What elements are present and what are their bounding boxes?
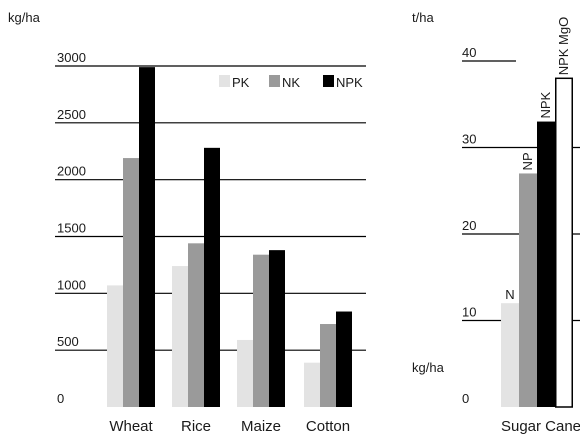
y-unit-label-top: t/ha [412, 10, 434, 25]
bar-NK-Cotton [320, 324, 336, 407]
category-label: Cotton [306, 418, 350, 434]
category-label: Wheat [109, 418, 153, 434]
bar-PK-Maize [237, 339, 253, 407]
bar-label: N [505, 287, 514, 302]
bar-label: NP [520, 152, 535, 170]
bar-PK-Rice [172, 266, 188, 407]
bar-PK-Cotton [304, 362, 320, 407]
bar-NPK-Wheat [139, 67, 155, 408]
y-tick-label: 500 [57, 334, 79, 349]
y-tick-label: 0 [57, 391, 64, 406]
legend-label-PK: PK [232, 75, 250, 90]
bar-NPK-Maize [269, 250, 285, 407]
legend-label-NPK: NPK [336, 75, 363, 90]
y-unit-label: kg/ha [8, 10, 41, 25]
bar-NPK-MgO [555, 77, 573, 408]
legend-label-NK: NK [282, 75, 300, 90]
y-tick-label: 40 [462, 45, 476, 60]
bar-NPK-Cotton [336, 311, 352, 407]
category-label: Sugar Cane [501, 418, 580, 434]
bar-NPK [537, 121, 555, 408]
bar-NK-Maize [253, 254, 269, 407]
y-tick-label: 1000 [57, 277, 86, 292]
y-tick-label: 20 [462, 218, 476, 233]
legend-swatch-NPK [323, 75, 334, 87]
y-tick-label: 1500 [57, 221, 86, 236]
category-label: Maize [241, 418, 281, 434]
legend-swatch-NK [269, 75, 280, 87]
category-label: Rice [181, 418, 211, 434]
y-tick-label: 3000 [57, 50, 86, 65]
left-chart: 0 500 1000 1500 2000 2500 3000 kg/ha Wheat Rice Ma… [8, 10, 366, 434]
y-unit-label-bottom: kg/ha [412, 360, 445, 375]
bar-PK-Wheat [107, 285, 123, 407]
y-tick-label: 10 [462, 305, 476, 320]
y-tick-label: 2500 [57, 107, 86, 122]
bar-NK-Wheat [123, 158, 139, 407]
bar-label: NPK [538, 91, 553, 118]
y-tick-label: 30 [462, 132, 476, 147]
bar-label: NPK MgO [556, 17, 571, 76]
y-tick-label: 0 [462, 391, 469, 406]
bar-NPK-Rice [204, 147, 220, 407]
y-tick-label: 2000 [57, 164, 86, 179]
legend-swatch-PK [219, 75, 230, 87]
bar-NP [519, 173, 537, 407]
bar-N [501, 303, 519, 407]
bar-NK-Rice [188, 243, 204, 407]
